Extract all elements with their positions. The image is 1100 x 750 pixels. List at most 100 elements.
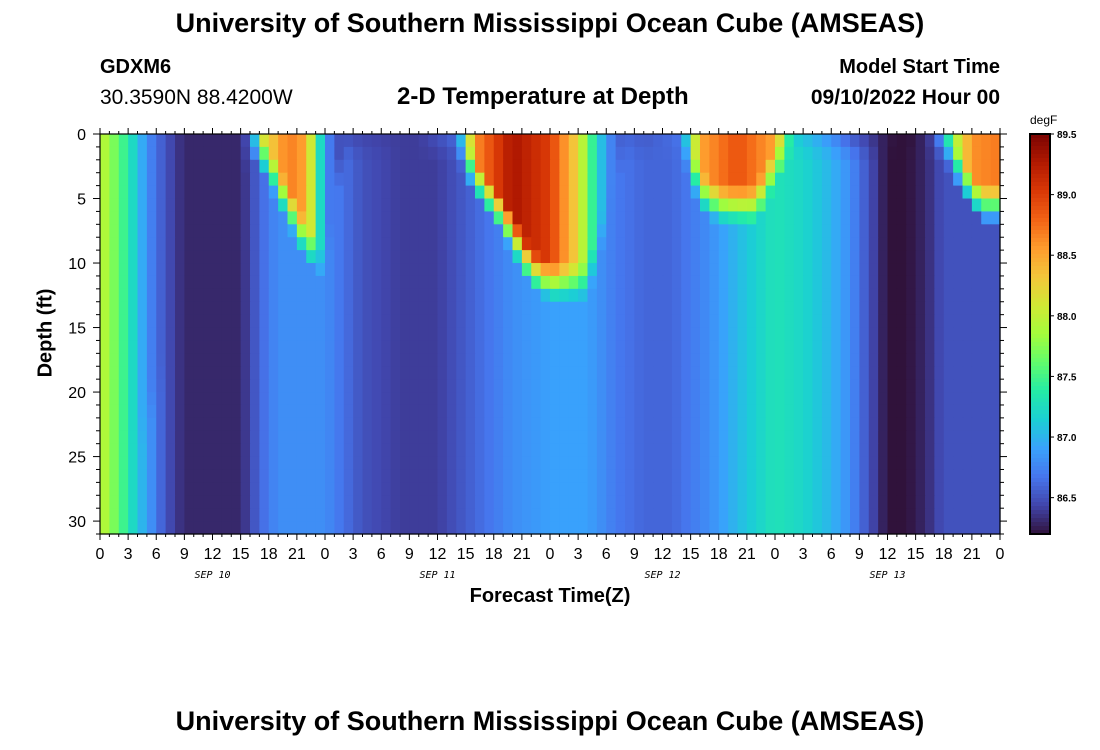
heatmap-cell: [840, 482, 851, 496]
heatmap-cell: [587, 430, 598, 445]
heatmap-cell: [343, 456, 354, 471]
heatmap-cell: [353, 379, 364, 393]
heatmap-cell: [109, 185, 120, 200]
heatmap-cell: [578, 456, 589, 471]
heatmap-cell: [981, 159, 992, 174]
heatmap-cell: [165, 134, 176, 148]
heatmap-cell: [803, 521, 814, 535]
heatmap-cell: [193, 469, 204, 483]
heatmap-cell: [400, 224, 410, 238]
heatmap-cell: [475, 263, 485, 277]
heatmap-cell: [175, 146, 185, 161]
heatmap-cell: [512, 521, 523, 535]
heatmap-cell: [306, 521, 317, 535]
heatmap-cell: [531, 134, 542, 148]
heatmap-cell: [493, 250, 504, 264]
heatmap-cell: [381, 456, 392, 471]
heatmap-cell: [906, 134, 917, 148]
heatmap-cell: [287, 250, 298, 264]
heatmap-cell: [812, 211, 823, 225]
heatmap-cell: [193, 237, 204, 251]
heatmap-cell: [484, 159, 495, 174]
heatmap-cell: [981, 443, 992, 458]
heatmap-cell: [493, 508, 504, 522]
heatmap-cell: [475, 353, 485, 367]
heatmap-cell: [803, 327, 814, 342]
heatmap-cell: [400, 404, 410, 419]
heatmap-cell: [437, 185, 448, 200]
heatmap-cell: [971, 417, 982, 432]
heatmap-cell: [840, 469, 851, 483]
heatmap-cell: [156, 224, 167, 238]
heatmap-cell: [700, 379, 710, 393]
heatmap-cell: [343, 482, 354, 496]
heatmap-cell: [175, 379, 185, 393]
heatmap-cell: [559, 327, 570, 342]
heatmap-cell: [371, 482, 382, 496]
heatmap-cell: [831, 327, 842, 342]
heatmap-cell: [109, 146, 120, 161]
heatmap-cell: [587, 198, 598, 213]
heatmap-cell: [821, 456, 832, 471]
heatmap-cell: [390, 224, 401, 238]
heatmap-cell: [212, 237, 223, 251]
heatmap-cell: [240, 417, 251, 432]
heatmap-cell: [625, 275, 635, 290]
heatmap-cell: [240, 469, 251, 483]
heatmap-cell: [840, 521, 851, 535]
heatmap-cell: [728, 430, 739, 445]
heatmap-cell: [550, 211, 560, 225]
heatmap-cell: [700, 250, 710, 264]
heatmap-cell: [812, 250, 823, 264]
heatmap-cell: [521, 469, 532, 483]
heatmap-cell: [128, 288, 139, 303]
heatmap-cell: [212, 379, 223, 393]
colorbar-segment: [1030, 506, 1050, 511]
heatmap-cell: [962, 185, 973, 200]
heatmap-cell: [896, 392, 907, 406]
heatmap-cell: [437, 146, 448, 161]
heatmap-cell: [587, 353, 598, 367]
heatmap-cell: [821, 340, 832, 354]
heatmap-cell: [100, 404, 110, 419]
heatmap-cell: [896, 443, 907, 458]
heatmap-cell: [746, 495, 757, 509]
heatmap-cell: [193, 198, 204, 213]
heatmap-cell: [484, 263, 495, 277]
heatmap-cell: [615, 443, 626, 458]
heatmap-cell: [662, 392, 673, 406]
heatmap-cell: [437, 482, 448, 496]
heatmap-cell: [559, 366, 570, 380]
heatmap-cell: [371, 314, 382, 329]
colorbar-segment: [1030, 178, 1050, 183]
heatmap-cell: [437, 237, 448, 251]
heatmap-cell: [353, 146, 364, 161]
heatmap-cell: [728, 327, 739, 342]
heatmap-cell: [793, 392, 804, 406]
station-id: GDXM6: [100, 56, 172, 78]
heatmap-cell: [118, 404, 129, 419]
colorbar-segment: [1030, 358, 1050, 363]
heatmap-cell: [728, 159, 739, 174]
heatmap-cell: [278, 508, 289, 522]
heatmap-cell: [503, 495, 514, 509]
colorbar-segment: [1030, 442, 1050, 447]
heatmap-cell: [109, 172, 120, 187]
heatmap-cell: [681, 172, 692, 187]
heatmap-cell: [840, 275, 851, 290]
heatmap-cell: [681, 198, 692, 213]
heatmap-cell: [962, 379, 973, 393]
heatmap-cell: [221, 404, 232, 419]
heatmap-cell: [868, 146, 879, 161]
heatmap-cell: [446, 456, 457, 471]
heatmap-cell: [578, 172, 589, 187]
heatmap-cell: [203, 443, 214, 458]
heatmap-cell: [765, 288, 776, 303]
heatmap-cell: [643, 288, 654, 303]
heatmap-cell: [156, 263, 167, 277]
heatmap-cell: [634, 288, 645, 303]
heatmap-cell: [306, 404, 317, 419]
heatmap-cell: [221, 469, 232, 483]
heatmap-cell: [334, 314, 345, 329]
heatmap-cell: [296, 250, 307, 264]
